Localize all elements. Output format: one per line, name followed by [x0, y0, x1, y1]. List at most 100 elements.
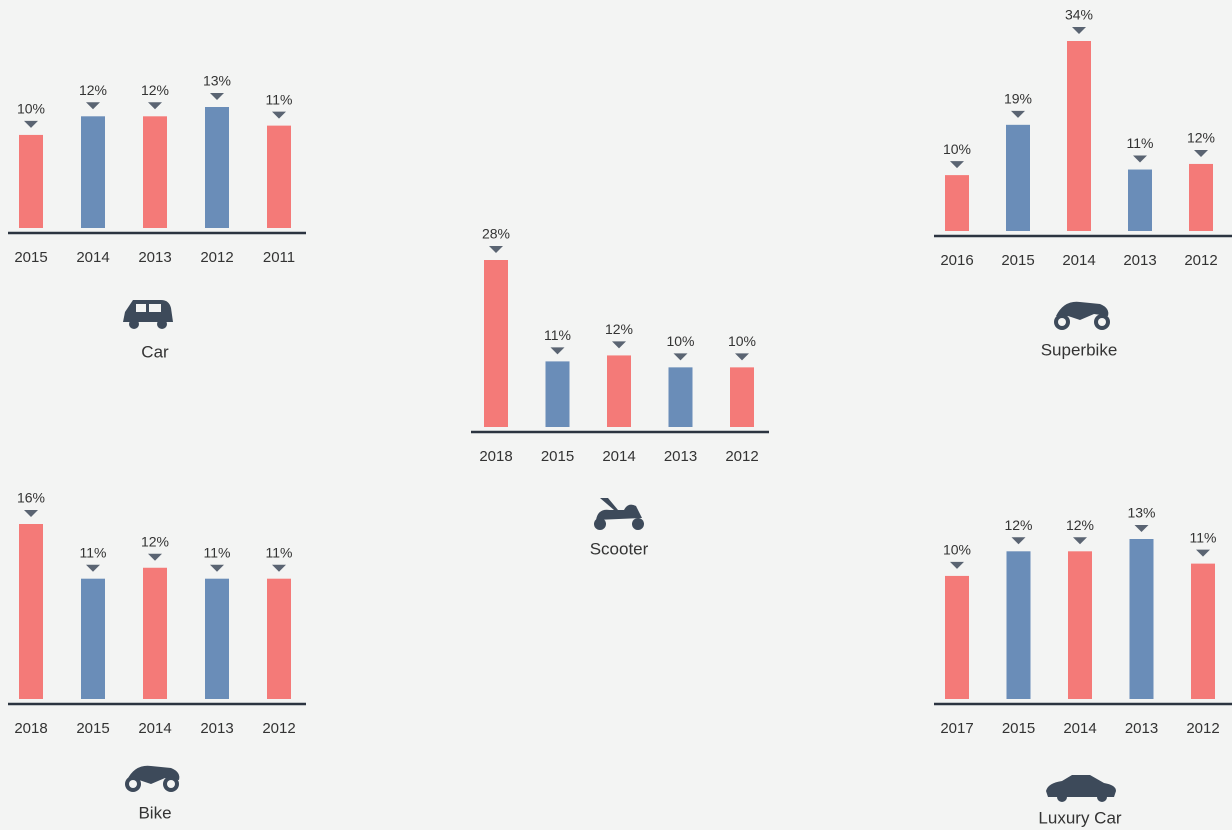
x-tick-label: 2012 — [725, 448, 758, 465]
pointer — [1073, 537, 1087, 545]
value-label: 12% — [1004, 517, 1032, 533]
bar — [1189, 163, 1213, 231]
x-tick-label: 2012 — [262, 720, 295, 737]
bar — [267, 125, 291, 228]
value-label: 12% — [141, 533, 169, 549]
x-tick-label: 2016 — [940, 252, 973, 269]
value-label: 10% — [943, 141, 971, 157]
chart-title: Scooter — [590, 539, 649, 558]
x-tick-label: 2013 — [138, 249, 171, 266]
bar — [1068, 551, 1092, 699]
bar — [1006, 551, 1031, 699]
bar — [545, 361, 570, 427]
value-label: 11% — [266, 91, 293, 107]
x-tick-label: 2015 — [1001, 252, 1034, 269]
scooter-icon — [594, 498, 644, 530]
car-icon — [123, 300, 173, 329]
value-label: 12% — [1066, 517, 1094, 533]
pointer — [1011, 110, 1025, 118]
x-tick-label: 2013 — [664, 448, 697, 465]
pointer — [1072, 27, 1086, 34]
bar — [945, 175, 969, 231]
x-tick-label: 2018 — [479, 448, 512, 465]
bar — [484, 260, 508, 427]
bar — [1129, 539, 1154, 699]
pointer — [612, 341, 626, 349]
value-label: 13% — [1127, 505, 1155, 521]
x-tick-label: 2015 — [1002, 720, 1035, 737]
x-tick-label: 2017 — [940, 720, 973, 737]
bar — [205, 578, 229, 699]
bar — [19, 134, 43, 228]
pointer — [1134, 525, 1149, 532]
x-tick-label: 2013 — [1123, 252, 1156, 269]
pointer — [272, 111, 286, 119]
x-tick-label: 2014 — [602, 448, 635, 465]
pointer — [1194, 149, 1208, 157]
bar — [267, 578, 291, 699]
value-label: 10% — [728, 333, 756, 349]
pointer — [550, 347, 565, 355]
x-tick-label: 2014 — [76, 249, 109, 266]
bar — [81, 578, 105, 699]
value-label: 28% — [482, 226, 510, 242]
value-label: 12% — [79, 82, 107, 98]
pointer — [148, 553, 162, 561]
chart-title: Superbike — [1041, 340, 1118, 359]
pointer — [86, 102, 100, 110]
x-tick-label: 2013 — [200, 720, 233, 737]
luxury-car-icon — [1046, 775, 1116, 802]
x-tick-label: 2011 — [263, 249, 295, 266]
bike-icon — [125, 765, 180, 792]
x-tick-label: 2014 — [138, 720, 171, 737]
bar — [205, 107, 229, 228]
bar — [730, 367, 754, 427]
bar — [1006, 124, 1030, 231]
value-label: 19% — [1004, 91, 1032, 107]
bar — [19, 524, 43, 699]
pointer — [210, 93, 224, 100]
pointer — [950, 561, 964, 569]
bar — [607, 355, 631, 427]
value-label: 12% — [141, 82, 169, 98]
x-tick-label: 2014 — [1062, 252, 1095, 269]
value-label: 11% — [1127, 135, 1154, 151]
bar — [1128, 169, 1152, 231]
value-label: 13% — [203, 73, 231, 89]
value-label: 10% — [17, 101, 45, 117]
bar — [668, 367, 693, 427]
chart-title: Luxury Car — [1038, 808, 1121, 827]
x-tick-label: 2015 — [541, 448, 574, 465]
x-tick-label: 2018 — [14, 720, 47, 737]
value-label: 11% — [80, 544, 107, 560]
value-label: 16% — [17, 490, 45, 506]
x-tick-label: 2013 — [1125, 720, 1158, 737]
x-tick-label: 2015 — [76, 720, 109, 737]
value-label: 10% — [666, 333, 694, 349]
pointer — [148, 102, 162, 110]
pointer — [272, 564, 286, 572]
superbike-icon — [1054, 301, 1110, 330]
pointer — [735, 353, 749, 361]
bar — [143, 116, 167, 228]
value-label: 11% — [204, 544, 231, 560]
value-label: 34% — [1065, 7, 1093, 23]
bar — [945, 575, 969, 699]
value-label: 12% — [1187, 130, 1215, 146]
x-tick-label: 2012 — [1186, 720, 1219, 737]
pointer — [673, 353, 688, 361]
value-label: 11% — [266, 544, 293, 560]
pointer — [1196, 549, 1210, 557]
pointer — [86, 564, 100, 572]
pointer — [24, 510, 38, 517]
bar — [1067, 41, 1091, 231]
pointer — [24, 120, 38, 128]
value-label: 10% — [943, 542, 971, 558]
pointer — [489, 246, 503, 253]
pointer — [1011, 537, 1026, 545]
x-tick-label: 2015 — [14, 249, 47, 266]
bar — [1191, 563, 1215, 699]
x-tick-label: 2014 — [1063, 720, 1096, 737]
chart-title: Car — [141, 342, 169, 361]
